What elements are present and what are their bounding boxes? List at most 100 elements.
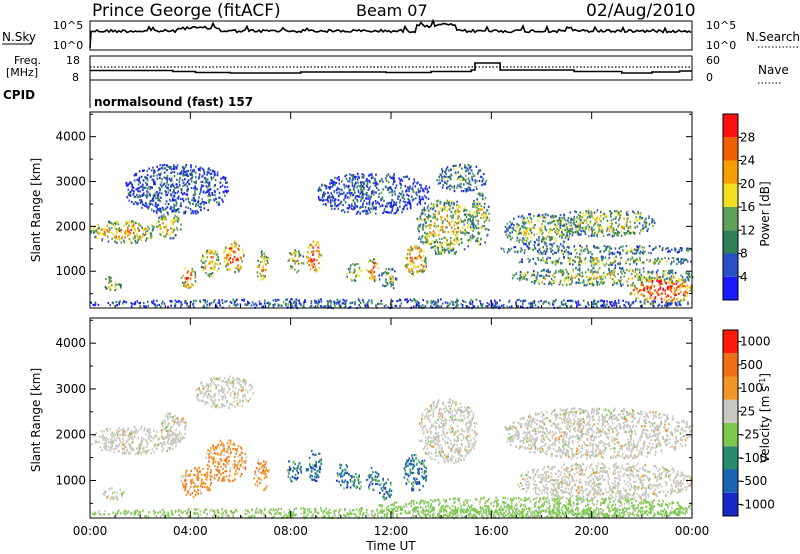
scatter-cell (159, 224, 161, 227)
scatter-cell (453, 185, 456, 188)
scatter-cell (578, 267, 581, 270)
scatter-cell (596, 271, 598, 274)
scatter-cell (505, 230, 508, 233)
scatter-cell (443, 247, 446, 250)
scatter-cell (459, 178, 462, 182)
scatter-cell (441, 225, 443, 229)
scatter-cell (203, 200, 205, 204)
scatter-cell (372, 206, 375, 209)
scatter-cell (553, 276, 556, 279)
scatter-cell (264, 275, 266, 278)
scatter-cell (323, 199, 325, 202)
scatter-cell (652, 225, 654, 228)
scatter-cell (130, 182, 133, 185)
scatter-cell (173, 209, 175, 212)
scatter-cell (496, 302, 498, 305)
scatter-cell (488, 212, 490, 215)
scatter-cell (584, 271, 587, 274)
scatter-cell (157, 225, 160, 228)
scatter-cell (108, 220, 110, 223)
scatter-cell (556, 224, 558, 227)
scatter-cell (163, 171, 166, 174)
scatter-cell (128, 433, 130, 436)
scatter-cell (370, 260, 373, 263)
scatter-cell (223, 175, 225, 178)
scatter-cell (596, 233, 598, 237)
scatter-cell (341, 302, 344, 305)
scatter-cell (418, 197, 421, 200)
scatter-cell (477, 205, 480, 208)
scatter-cell (559, 305, 561, 308)
scatter-cell (151, 300, 153, 303)
scatter-cell (109, 304, 111, 307)
scatter-cell (528, 243, 530, 246)
scatter-cell (631, 301, 634, 304)
scatter-cell (164, 218, 166, 221)
scatter-cell (414, 245, 416, 248)
scatter-cell (340, 200, 343, 203)
scatter-cell (669, 269, 672, 272)
scatter-cell (285, 302, 287, 305)
scatter-cell (533, 270, 535, 273)
scatter-cell (122, 239, 125, 242)
scatter-cell (566, 270, 568, 273)
scatter-cell (565, 302, 567, 305)
scatter-cell (233, 300, 236, 303)
scatter-cell (609, 221, 612, 224)
scatter-cell (475, 210, 478, 213)
scatter-cell (153, 226, 155, 229)
scatter-cell (247, 302, 249, 305)
scatter-cell (679, 247, 682, 250)
scatter-cell (225, 264, 228, 267)
scatter-cell (94, 301, 96, 304)
scatter-cell (653, 262, 655, 265)
scatter-cell (627, 209, 629, 213)
scatter-cell (506, 236, 509, 239)
scatter-cell (539, 230, 542, 233)
scatter-cell (183, 284, 185, 287)
scatter-cell (409, 253, 411, 256)
scatter-cell (169, 207, 172, 210)
scatter-cell (430, 223, 432, 227)
scatter-cell (183, 192, 186, 195)
scatter-cell (521, 258, 523, 261)
scatter-cell (523, 229, 525, 232)
scatter-cell (233, 255, 236, 259)
scatter-cell (174, 187, 176, 190)
scatter-cell (651, 270, 654, 273)
scatter-cell (574, 300, 577, 303)
scatter-cell (365, 192, 367, 195)
scatter-cell (555, 215, 557, 218)
scatter-cell (165, 234, 167, 238)
scatter-cell (480, 205, 483, 208)
scatter-cell (523, 220, 526, 224)
scatter-cell (632, 258, 634, 261)
scatter-cell (172, 223, 174, 226)
scatter-cell (560, 221, 562, 225)
scatter-cell (622, 268, 625, 272)
scatter-cell (208, 251, 211, 254)
scatter-cell (393, 179, 395, 182)
scatter-cell (201, 175, 203, 178)
scatter-cell (408, 199, 411, 202)
scatter-cell (460, 231, 462, 234)
scatter-cell (473, 305, 476, 308)
scatter-cell (174, 214, 176, 217)
scatter-cell (527, 233, 530, 236)
scatter-cell (350, 207, 353, 210)
scatter-cell (680, 262, 682, 265)
scatter-cell (390, 188, 393, 191)
scatter-cell (640, 229, 642, 232)
scatter-cell (642, 224, 644, 227)
scatter-cell (593, 228, 595, 231)
scatter-cell (354, 177, 356, 181)
scatter-cell (454, 171, 457, 174)
scatter-cell (591, 233, 594, 236)
scatter-cell (690, 286, 693, 289)
scatter-cell (180, 171, 182, 174)
scatter-cell (587, 228, 590, 231)
scatter-cell (643, 270, 645, 273)
scatter-cell (535, 262, 537, 265)
scatter-cell (171, 237, 173, 240)
scatter-cell (545, 274, 547, 277)
